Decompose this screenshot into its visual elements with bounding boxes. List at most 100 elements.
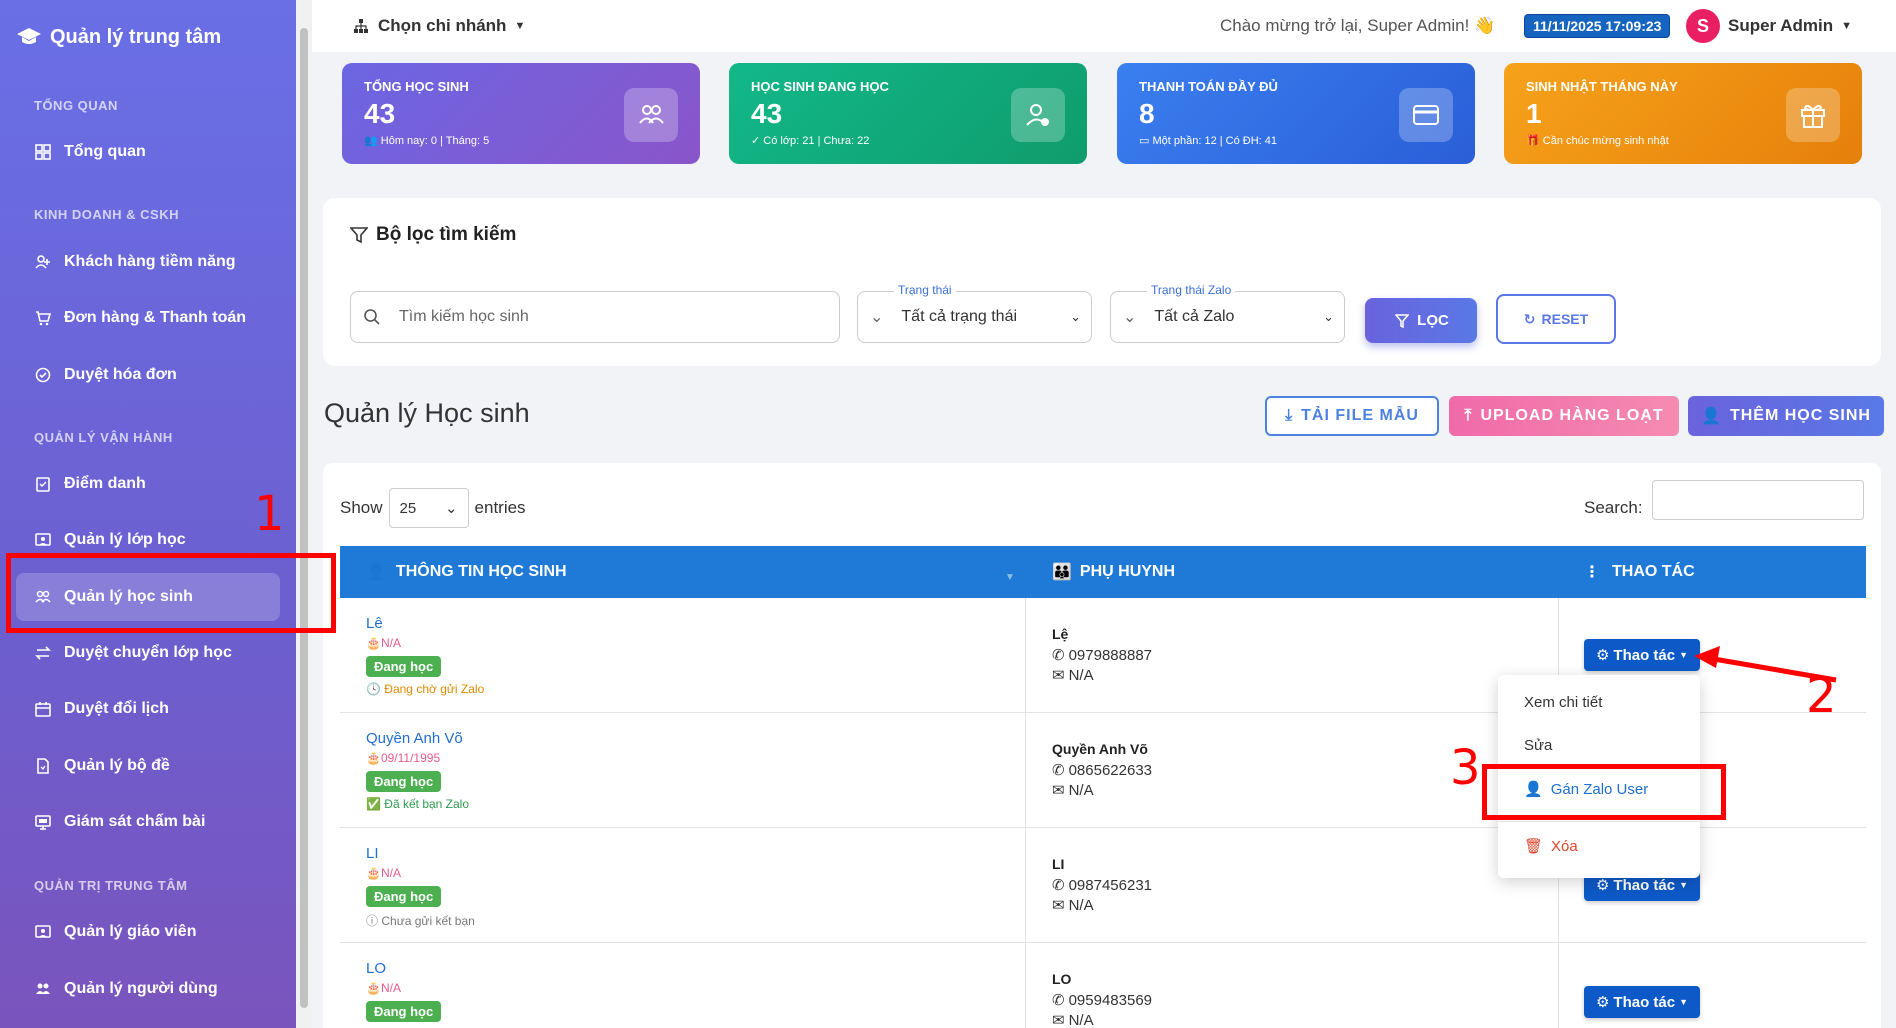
stat-sub: Hôm nay: 0 | Tháng: 5 [380,135,490,147]
status-select[interactable]: Trạng thái ⌄ Tất cả trạng thái ⌄ [857,283,1092,343]
sidebar-item-invoices[interactable]: Duyệt hóa đơn [16,351,280,399]
menu-item-delete[interactable]: 🗑 Xóa [1524,837,1578,856]
reset-button[interactable]: ↻ RESET [1496,294,1616,344]
menu-item-label: Gán Zalo User [1550,780,1649,798]
datetime-text: 11/11/2025 17:09:23 [1524,14,1671,38]
sidebar-item-students[interactable]: Quản lý học sinh [16,573,280,621]
user-menu[interactable]: S Super Admin ▼ [1686,9,1852,43]
table-header: 👤 THÔNG TIN HỌC SINH ▼ 👪 PHỤ HUYNH ⋮ THA… [340,546,1866,598]
sidebar-item-classes[interactable]: Quản lý lớp học [16,516,280,564]
sort-icon: ▼ [1005,572,1015,583]
sidebar-item-label: Quản lý giáo viên [64,923,197,940]
annotation-box-3 [1482,764,1726,820]
table-search-input[interactable] [1652,480,1864,520]
status-text: Đang học [366,1001,442,1022]
clock-icon: 🕓 [366,682,381,696]
sidebar-item-label: Quản lý lớp học [64,531,186,548]
trash-icon: 🗑 [1524,838,1544,855]
user-plus-icon [34,253,52,271]
action-button[interactable]: ⚙ Thao tác ▼ [1584,986,1700,1018]
family-icon: 👪 [1052,564,1072,581]
sidebar-item-attendance[interactable]: Điểm danh [16,460,280,508]
bulk-upload-label: UPLOAD HÀNG LOẠT [1480,407,1664,424]
stat-value: 43 [751,98,783,129]
brand[interactable]: Quản lý trung tâm [16,20,221,54]
sidebar-item-question-bank[interactable]: Quản lý bộ đề [16,742,280,790]
menu-item-label: Xem chi tiết [1524,694,1603,711]
zalo-status: ✅ Đã kết bạn Zalo [366,797,469,811]
stat-card-birthday: SINH NHẬT THÁNG NÀY 1 🎁 Cần chúc mừng si… [1504,63,1862,164]
stat-title: HỌC SINH ĐANG HỌC [751,79,889,94]
add-student-button[interactable]: 👤 THÊM HỌC SINH [1688,396,1884,436]
datetime-badge: 11/11/2025 17:09:23 [1524,10,1671,42]
filter-button[interactable]: LỌC [1365,298,1477,343]
dob-text: N/A [380,636,401,650]
entries-select[interactable]: 25 ⌄ [388,488,469,528]
email-text: N/A [1068,781,1094,799]
parent-phone: ✆ 0959483569 [1052,991,1152,1010]
add-student-label: THÊM HỌC SINH [1729,407,1871,424]
sidebar-item-grading[interactable]: Giám sát chấm bài [16,798,280,846]
sidebar-item-label: Duyệt hóa đơn [64,366,177,383]
section-title: KINH DOANH & CSKH [34,207,179,222]
caret-down-icon: ▼ [1679,880,1689,890]
bulk-upload-button[interactable]: ⤒ UPLOAD HÀNG LOẠT [1449,396,1679,436]
welcome-text: Chào mừng trở lại, Super Admin! 👋 [1220,16,1496,35]
chevron-down-icon: ⌄ [1323,309,1334,324]
people-icon [34,980,52,998]
cart-icon [34,309,52,327]
entries-value: 25 [399,499,417,517]
student-name[interactable]: LI [366,845,379,862]
action-button[interactable]: ⚙ Thao tác ▼ [1584,639,1700,671]
zalo-text: Đã kết bạn Zalo [384,797,470,811]
stat-title: THANH TOÁN ĐẦY ĐỦ [1139,79,1278,94]
status-badge: Đang học [366,886,442,907]
status-badge: Đang học [366,1001,442,1022]
menu-item-edit[interactable]: Sửa [1524,737,1552,754]
phone-icon: ✆ [1052,762,1065,779]
annotation-number-3: 3 [1450,740,1481,796]
birthday-cake-icon: 🎂 [366,636,381,650]
download-template-button[interactable]: ⤓ TẢI FILE MẪU [1265,396,1439,436]
parent-phone: ✆ 0987456231 [1052,876,1152,895]
sidebar-item-class-transfer[interactable]: Duyệt chuyển lớp học [16,629,280,677]
sidebar-item-users[interactable]: Quản lý người dùng [16,965,280,1013]
stat-sub: Có lớp: 21 | Chưa: 22 [763,135,870,147]
sidebar-item-orders[interactable]: Đơn hàng & Thanh toán [16,294,280,342]
gear-icon: ⚙ [1595,877,1610,894]
calendar-icon [34,700,52,718]
menu-item-assign-zalo[interactable]: 👤 Gán Zalo User [1524,780,1649,799]
sidebar-item-leads[interactable]: Khách hàng tiềm năng [16,238,280,286]
stat-card-studying: HỌC SINH ĐANG HỌC 43 ✓ Có lớp: 21 | Chưa… [729,63,1087,164]
sidebar-item-teachers[interactable]: Quản lý giáo viên [16,908,280,956]
download-template-label: TẢI FILE MẪU [1301,407,1419,424]
parent-name: Lệ [1052,626,1069,642]
page-title: Quản lý Học sinh [324,398,530,428]
sidebar-item-overview[interactable]: Tổng quan [16,128,280,176]
users-icon [34,588,52,606]
sidebar-item-label: Quản lý người dùng [64,980,218,997]
student-name[interactable]: Lê [366,615,383,632]
sidebar-item-schedule-change[interactable]: Duyệt đổi lịch [16,685,280,733]
branch-selector[interactable]: Chọn chi nhánh ▼ [352,10,525,42]
zalo-status-select[interactable]: Trạng thái Zalo ⌄ Tất cả Zalo ⌄ [1110,283,1345,343]
user-check-icon: ✓ [751,135,761,147]
users-icon: 👥 [364,135,378,147]
annotation-arrow [1694,646,1837,683]
search-input[interactable]: Tìm kiếm học sinh [350,291,840,343]
reset-button-label: RESET [1541,311,1589,327]
gear-icon: ⚙ [1595,647,1610,664]
menu-item-view[interactable]: Xem chi tiết [1524,694,1602,711]
zalo-text: Đang chờ gửi Zalo [384,682,485,696]
zalo-select-value: Tất cả Zalo [1154,308,1235,325]
scrollbar-thumb[interactable] [300,28,308,1008]
student-name[interactable]: LO [366,960,387,977]
student-name[interactable]: Quyền Anh Võ [366,730,463,747]
col-header-student[interactable]: 👤 THÔNG TIN HỌC SINH [366,562,567,582]
parent-name: LO [1052,971,1072,987]
annotation-number-1: 1 [254,486,285,542]
action-dropdown-menu: Xem chi tiết Sửa 👤 Gán Zalo User 🗑 Xóa [1498,675,1700,878]
sidebar: Quản lý trung tâm TỔNG QUAN Tổng quan KI… [0,0,296,1028]
parent-phone: ✆ 0865622633 [1052,761,1152,780]
table-row: LO 🎂N/A Đang học LO ✆ 0959483569 ✉ N/A ⚙ Th… [340,943,1866,1028]
